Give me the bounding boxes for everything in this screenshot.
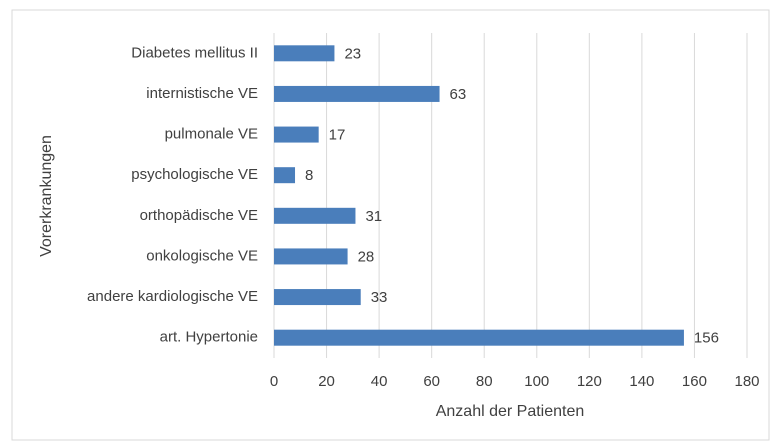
x-tick-label: 40 [371,373,388,390]
bar [274,45,335,62]
x-tick-label: 180 [734,373,759,390]
bar [274,289,361,306]
y-tick-label: pulmonale VE [165,126,258,143]
y-tick-label: art. Hypertonie [160,329,258,346]
y-tick-label: andere kardiologische VE [87,288,258,305]
data-label: 31 [365,208,382,225]
x-tick-label: 120 [577,373,602,390]
x-tick-label: 140 [629,373,654,390]
y-tick-label: orthopädische VE [140,207,258,224]
data-label: 23 [344,45,361,62]
data-label: 8 [305,167,313,184]
x-tick-label: 20 [318,373,335,390]
data-label: 33 [371,289,388,306]
x-axis-title: Anzahl der Patienten [436,403,585,420]
bar [274,85,440,102]
data-label: 156 [694,330,719,347]
bar [274,248,348,265]
y-tick-label: psychologische VE [131,166,258,183]
y-tick-label: onkologische VE [146,247,258,264]
x-tick-label: 60 [423,373,440,390]
y-tick-label: Diabetes mellitus II [131,44,258,61]
chart-border [11,9,770,441]
bar [274,167,296,184]
x-tick-label: 100 [524,373,549,390]
x-tick-label: 160 [682,373,707,390]
bar [274,126,319,143]
data-label: 63 [450,86,467,103]
y-tick-label: internistische VE [146,85,258,102]
bar [274,329,684,346]
bar [274,207,356,224]
x-tick-label: 0 [270,373,278,390]
data-label: 28 [358,248,375,265]
y-axis-title: Vorerkrankungen [38,135,55,257]
data-label: 17 [329,127,346,144]
x-tick-label: 80 [476,373,493,390]
